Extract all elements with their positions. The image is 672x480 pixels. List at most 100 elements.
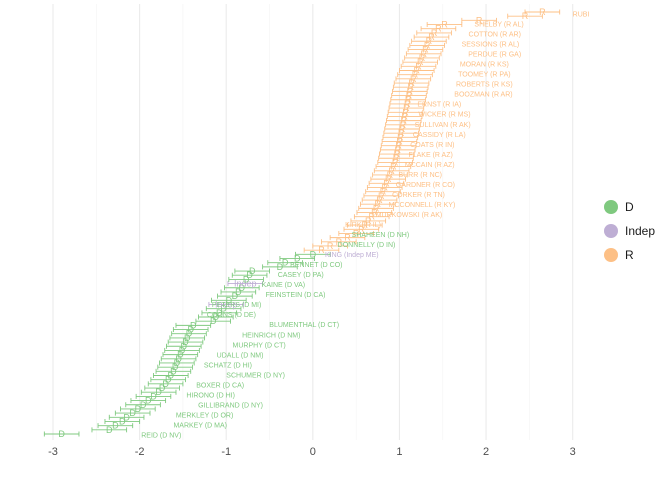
- data-point: R: [415, 61, 422, 71]
- senator-label: BOXER (D CA): [196, 382, 244, 389]
- data-point: R: [381, 182, 388, 192]
- data-point: R: [424, 40, 431, 50]
- data-point: D: [249, 266, 256, 276]
- senator-label: HEINRICH (D NM): [242, 332, 300, 339]
- senator-label: CORKER (R TN): [392, 192, 445, 199]
- senator-label: RUBI: [573, 12, 590, 19]
- data-point: D: [150, 391, 157, 401]
- senator-label: BURR (R NC): [398, 172, 442, 179]
- senator-label: PERDUE (R GA): [468, 52, 521, 59]
- senator-label: KING (Indep ME): [325, 252, 379, 259]
- legend-label-d: D: [625, 200, 634, 214]
- data-point: R: [358, 224, 365, 234]
- data-point: R: [405, 95, 412, 105]
- data-point: D: [210, 316, 217, 326]
- data-point: D: [177, 350, 184, 360]
- senator-label: PETERS (D MI): [212, 302, 261, 309]
- data-point: D: [159, 383, 166, 393]
- legend-label-indep: Indep: [625, 224, 655, 238]
- senator-labels: RUBI SHELBY (R AL) COTTON (R AR) SESSIONS (…: [141, 12, 589, 440]
- data-point: R: [522, 11, 529, 21]
- data-point: R: [371, 208, 378, 218]
- senator-label: MCCONNELL (R KY): [389, 202, 456, 209]
- data-point: R: [392, 157, 399, 167]
- legend-label-r: R: [625, 248, 634, 262]
- data-point: R: [414, 65, 421, 75]
- legend: D Indep R: [604, 200, 655, 262]
- senator-label: SULLIVAN (R AK): [415, 122, 471, 129]
- data-point: R: [431, 28, 438, 38]
- data-point: D: [239, 283, 246, 293]
- data-point: R: [417, 57, 424, 67]
- data-point: R: [388, 166, 395, 176]
- senator-label: COATS (R IN): [410, 142, 454, 149]
- data-point: R: [394, 145, 401, 155]
- data-point: R: [398, 128, 405, 138]
- senator-label: COTTON (R AR): [469, 32, 521, 39]
- data-point: D: [175, 354, 182, 364]
- senator-label: WICKER (R MS): [418, 112, 470, 119]
- x-tick-label: 2: [483, 446, 489, 458]
- data-point: R: [387, 170, 394, 180]
- data-point: R: [441, 20, 448, 30]
- data-point: R: [400, 120, 407, 130]
- data-point: R: [368, 212, 375, 222]
- senator-label: SCHUMER (D NY): [226, 372, 285, 379]
- senator-label: CASEY (D PA): [278, 272, 324, 279]
- x-axis-tick-labels: -3 -2 -1 0 1 2 3: [48, 446, 576, 458]
- data-point: D: [226, 295, 233, 305]
- senator-label: MARKEY (D MA): [173, 422, 227, 429]
- data-point: D: [174, 358, 181, 368]
- data-point: R: [399, 124, 406, 134]
- data-point: R: [420, 49, 427, 59]
- data-point: D: [277, 262, 284, 272]
- senator-label: SCHATZ (D HI): [204, 362, 252, 369]
- senator-label: MORAN (R KS): [460, 62, 509, 69]
- senator-label: DONNELLY (D IN): [338, 242, 396, 249]
- x-tick-label: 3: [570, 446, 576, 458]
- data-point: R: [407, 82, 414, 92]
- legend-key-r: [604, 248, 618, 262]
- data-point: R: [378, 191, 385, 201]
- senator-label: SESSIONS (R AL): [462, 42, 520, 49]
- senator-label: MCCAIN (R AZ): [405, 162, 455, 169]
- data-point: D: [186, 329, 193, 339]
- data-point: R: [539, 7, 546, 17]
- x-tick-label: -3: [48, 446, 58, 458]
- data-point: R: [410, 74, 417, 84]
- data-point: Indep: [215, 299, 238, 309]
- data-point: D: [235, 287, 242, 297]
- senator-label: MURPHY (D CT): [233, 342, 286, 349]
- data-point: R: [385, 174, 392, 184]
- senator-label: KIRK (R IL): [345, 222, 381, 229]
- senator-label: BLUMENTHAL (D CT): [269, 322, 339, 329]
- data-point: D: [58, 429, 65, 439]
- data-point: R: [397, 132, 404, 142]
- data-point: R: [336, 237, 343, 247]
- data-point: R: [402, 107, 409, 117]
- senator-label: KAINE (D VA): [262, 282, 305, 289]
- data-point: D: [172, 362, 179, 372]
- data-point: R: [403, 103, 410, 113]
- data-point: Indep: [234, 279, 257, 289]
- data-point: D: [119, 416, 126, 426]
- data-point: R: [376, 195, 383, 205]
- data-point: R: [375, 199, 382, 209]
- data-point: D: [184, 333, 191, 343]
- x-tick-label: -2: [135, 446, 145, 458]
- senator-label: BENNET (D CO): [290, 262, 342, 269]
- senator-label: BOOZMAN (R AR): [454, 92, 512, 99]
- senator-label: FLAKE (R AZ): [408, 152, 452, 159]
- senator-label: MURKOWSKI (R AK): [376, 212, 443, 219]
- data-point: R: [476, 15, 483, 25]
- x-tick-label: -1: [221, 446, 231, 458]
- data-point: D: [170, 366, 177, 376]
- data-point: R: [318, 245, 325, 255]
- senator-label: SHELBY (R AL): [474, 22, 523, 29]
- data-point: D: [155, 387, 162, 397]
- legend-key-d: [604, 200, 618, 214]
- data-point: R: [327, 241, 334, 251]
- senator-label: SHAHEEN (D NH): [352, 232, 410, 239]
- data-point: R: [394, 149, 401, 159]
